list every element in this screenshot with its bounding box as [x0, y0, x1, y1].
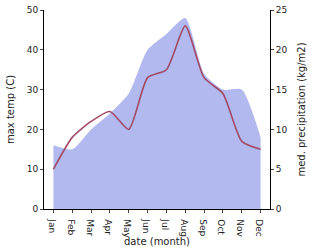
svg-text:Jul: Jul [160, 218, 170, 230]
svg-text:15: 15 [276, 85, 287, 95]
svg-text:max temp (C): max temp (C) [5, 75, 16, 144]
svg-text:30: 30 [27, 85, 39, 95]
svg-text:Jun: Jun [141, 218, 151, 233]
svg-text:Jan: Jan [47, 218, 57, 233]
svg-text:May: May [122, 219, 132, 238]
svg-text:Dec: Dec [254, 219, 264, 236]
svg-text:Nov: Nov [235, 219, 245, 237]
svg-text:med. precipitation (kg/m2): med. precipitation (kg/m2) [296, 42, 307, 176]
svg-text:10: 10 [276, 125, 288, 135]
svg-text:Sep: Sep [198, 219, 208, 236]
svg-text:20: 20 [276, 45, 288, 55]
svg-text:10: 10 [27, 164, 39, 174]
svg-text:40: 40 [27, 45, 39, 55]
svg-text:Mar: Mar [85, 219, 95, 236]
svg-text:Oct: Oct [216, 219, 226, 235]
svg-text:Apr: Apr [103, 219, 113, 235]
svg-text:20: 20 [27, 125, 39, 135]
svg-text:Feb: Feb [66, 219, 76, 235]
svg-text:25: 25 [276, 5, 287, 15]
svg-text:date (month): date (month) [124, 236, 190, 247]
svg-text:Aug: Aug [179, 219, 189, 237]
svg-text:0: 0 [32, 204, 38, 214]
svg-text:5: 5 [276, 164, 282, 174]
svg-text:50: 50 [27, 5, 39, 15]
svg-text:0: 0 [276, 204, 282, 214]
